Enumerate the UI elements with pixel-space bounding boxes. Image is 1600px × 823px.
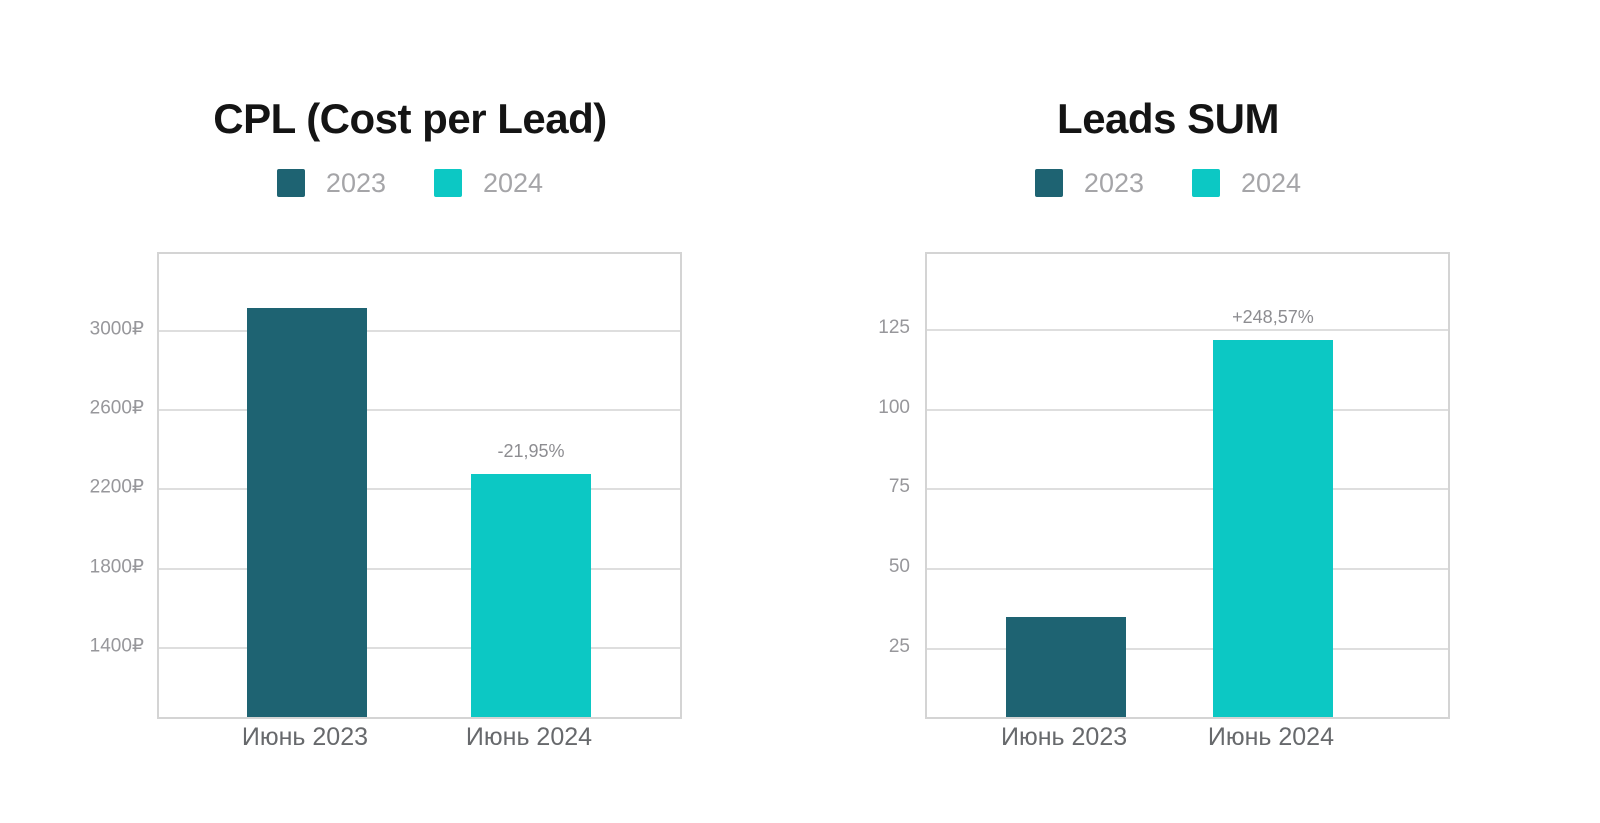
bar-2023 [246, 308, 367, 717]
change-label-2024: +248,57% [1232, 306, 1314, 327]
plot-area-leads-sum: +248,57% [925, 252, 1450, 719]
y-tick-label-2200: 2200₽ [89, 476, 144, 498]
x-axis-labels-leads-sum: Июнь 2023 Июнь 2024 [925, 723, 1446, 755]
gridline-100 [927, 408, 1448, 411]
chart-title-leads-sum: Leads SUM [1057, 95, 1279, 142]
y-tick-label-3000: 3000₽ [89, 318, 144, 340]
legend-item-2023: 2023 [276, 167, 386, 199]
legend-swatch-2023 [1034, 169, 1063, 197]
y-tick-label-25: 25 [888, 635, 910, 657]
y-tick-label-125: 125 [878, 317, 910, 339]
legend-label-2023: 2023 [325, 167, 386, 198]
legend-item-2023: 2023 [1034, 167, 1144, 199]
y-tick-label-50: 50 [888, 556, 910, 578]
gridline-1400 [159, 646, 680, 649]
chart-title-cpl: CPL (Cost per Lead) [213, 95, 607, 142]
plot-area-cpl: -21,95% [157, 252, 682, 719]
legend-label-2024: 2024 [483, 167, 544, 198]
legend-cpl: 2023 2024 [100, 168, 720, 198]
bar-2024 [1212, 339, 1333, 717]
x-axis-label-2023: Июнь 2023 [1001, 723, 1128, 751]
y-tick-label-2600: 2600₽ [89, 397, 144, 419]
bar-2024 [470, 474, 591, 717]
x-axis-labels-cpl: Июнь 2023 Июнь 2024 [157, 723, 678, 755]
y-tick-label-1800: 1800₽ [89, 556, 144, 578]
chart-leads-sum: Leads SUM 2023 2024 25 50 75 100 125 +248,57%… [858, 95, 1478, 795]
gridline-75 [927, 488, 1448, 491]
x-axis-label-2023: Июнь 2023 [241, 723, 369, 751]
gridline-1800 [159, 567, 680, 570]
legend-leads-sum: 2023 2024 [858, 168, 1478, 198]
legend-item-2024: 2024 [434, 168, 543, 199]
gridline-125 [927, 329, 1448, 332]
x-axis-label-2024: Июнь 2024 [465, 723, 593, 751]
legend-label-2024: 2024 [1241, 167, 1302, 198]
legend-swatch-2024 [1192, 169, 1220, 197]
gridline-25 [927, 647, 1448, 650]
chart-cpl: CPL (Cost per Lead) 2023 2024 1400₽ 1800₽ 2… [90, 95, 720, 795]
y-tick-label-1400: 1400₽ [89, 635, 144, 657]
bar-2023 [1006, 616, 1127, 717]
y-axis-labels-leads-sum: 25 50 75 100 125 [865, 252, 910, 715]
y-tick-label-75: 75 [888, 476, 910, 498]
gridline-3000 [159, 330, 680, 333]
legend-label-2023: 2023 [1083, 167, 1144, 198]
x-axis-label-2024: Июнь 2024 [1207, 723, 1334, 751]
gridline-2600 [159, 409, 680, 412]
y-tick-label-100: 100 [878, 396, 910, 418]
y-axis-labels-cpl: 1400₽ 1800₽ 2200₽ 2600₽ 3000₽ [90, 252, 144, 715]
legend-swatch-2023 [276, 169, 305, 197]
change-label-2024: -21,95% [497, 441, 565, 462]
gridline-50 [927, 568, 1448, 571]
legend-item-2024: 2024 [1192, 168, 1301, 199]
gridline-2200 [159, 488, 680, 491]
legend-swatch-2024 [434, 169, 462, 197]
